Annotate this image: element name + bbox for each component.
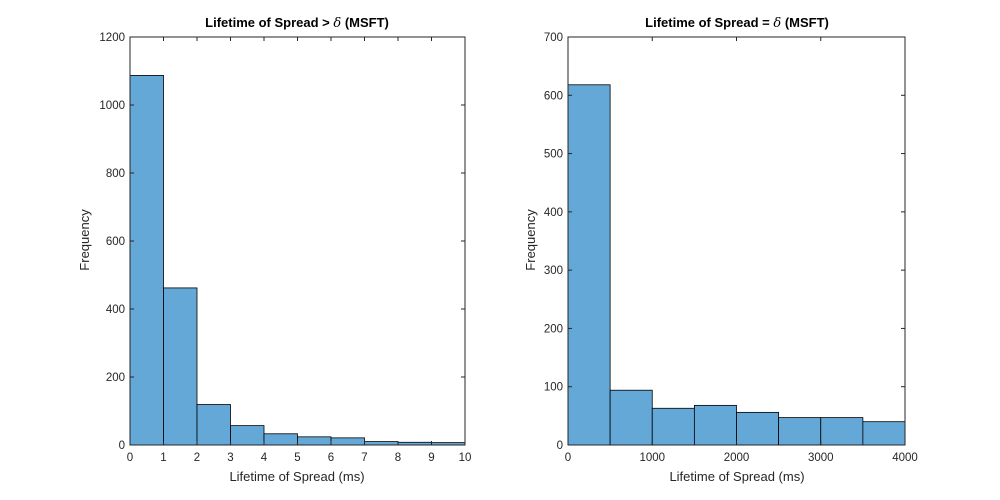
x-axis-label-left: Lifetime of Spread (ms) [229,469,364,484]
x-tick-label: 1000 [639,452,665,464]
histogram-bar [778,417,822,446]
x-tick-label: 10 [459,452,472,464]
histogram-bar [609,389,653,446]
x-tick-label: 8 [395,452,401,464]
histogram-bar [862,421,906,446]
chart-title-right: Lifetime of Spread = δ (MSFT) [645,15,829,31]
histogram-bar [163,287,198,446]
y-tick-label: 300 [544,265,563,277]
histogram-bar [196,404,231,446]
y-tick-label: 500 [544,149,563,161]
y-tick-label: 0 [119,440,125,452]
histogram-bar [693,404,737,446]
x-tick-label: 3 [227,452,233,464]
x-tick-label: 3000 [808,452,834,464]
y-tick-label: 700 [544,32,563,44]
x-axis-label-right: Lifetime of Spread (ms) [669,469,804,484]
y-tick-label: 400 [544,207,563,219]
y-tick-label: 1000 [99,100,125,112]
x-tick-label: 9 [428,452,434,464]
x-tick-label: 6 [328,452,334,464]
histogram-right: Lifetime of Spread = δ (MSFT) Lifetime o… [523,15,918,484]
y-tick-label: 100 [544,382,563,394]
x-tick-label: 1 [160,452,166,464]
x-tick-label: 5 [294,452,300,464]
chart-title-left: Lifetime of Spread > δ (MSFT) [205,15,389,31]
bars-right [567,84,906,446]
y-tick-label: 800 [106,168,125,180]
y-tick-label: 600 [106,236,125,248]
histogram-bar [651,407,695,446]
histogram-bar [129,75,164,446]
histogram-bar [567,84,611,446]
x-tick-label: 4 [261,452,268,464]
bars-left [129,75,466,446]
y-axis-label-right: Frequency [523,209,538,271]
y-tick-label: 400 [106,304,125,316]
y-tick-label: 600 [544,90,563,102]
y-tick-label: 0 [557,440,563,452]
y-axis-label-left: Frequency [77,209,92,271]
y-tick-label: 200 [106,372,125,384]
histogram-bar [330,437,365,446]
x-tick-label: 2000 [724,452,750,464]
x-tick-label: 0 [565,452,571,464]
histogram-bar [364,441,399,446]
histogram-bar [297,436,332,446]
histogram-bar [820,417,864,446]
histogram-bar [736,411,780,446]
histogram-bar [230,425,265,446]
x-tick-label: 4000 [892,452,918,464]
histogram-bar [263,433,298,446]
x-tick-label: 0 [127,452,133,464]
y-tick-label: 1200 [99,32,125,44]
y-tick-label: 200 [544,323,563,335]
histogram-left: Lifetime of Spread > δ (MSFT) Lifetime o… [77,15,471,484]
axes-frame-right [567,36,906,446]
x-tick-label: 7 [361,452,367,464]
x-tick-label: 2 [194,452,200,464]
